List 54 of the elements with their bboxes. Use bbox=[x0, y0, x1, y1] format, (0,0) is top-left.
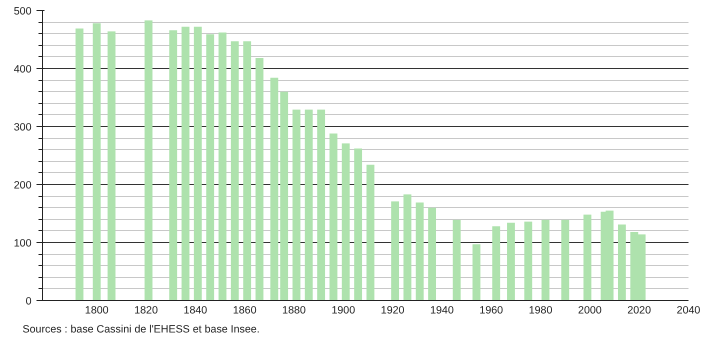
bar bbox=[542, 220, 550, 300]
bar bbox=[304, 110, 313, 300]
y-tick-label: 0 bbox=[26, 296, 32, 308]
x-tick-label: 2040 bbox=[676, 304, 700, 316]
bar bbox=[366, 164, 374, 300]
bar bbox=[108, 31, 116, 300]
bar bbox=[194, 26, 202, 300]
bar bbox=[342, 143, 350, 300]
bar bbox=[507, 222, 515, 300]
x-tick-label: 2000 bbox=[578, 304, 602, 316]
y-tick-label: 500 bbox=[14, 6, 32, 18]
bar bbox=[583, 214, 592, 300]
bar bbox=[330, 133, 338, 300]
bar bbox=[618, 224, 626, 300]
bar bbox=[144, 20, 152, 300]
bar bbox=[76, 28, 84, 300]
x-tick-label: 1860 bbox=[232, 304, 257, 316]
bar bbox=[317, 110, 326, 300]
bar bbox=[270, 78, 278, 300]
bar bbox=[428, 208, 436, 300]
bar bbox=[391, 201, 400, 300]
x-tick-label: 1820 bbox=[134, 304, 158, 316]
x-tick-label: 1980 bbox=[528, 304, 552, 316]
bar bbox=[182, 26, 190, 300]
bar bbox=[243, 41, 252, 300]
bar bbox=[472, 244, 480, 300]
x-tick-label: 1960 bbox=[479, 304, 504, 316]
bar bbox=[354, 148, 362, 300]
x-tick-label: 1800 bbox=[84, 304, 109, 316]
bar bbox=[256, 58, 264, 300]
bar bbox=[169, 30, 178, 300]
y-tick-label: 400 bbox=[14, 64, 32, 76]
bar bbox=[218, 32, 226, 300]
bar bbox=[403, 194, 412, 300]
x-tick-label: 2020 bbox=[627, 304, 652, 316]
y-tick-label: 100 bbox=[14, 238, 32, 250]
x-tick-label: 1880 bbox=[282, 304, 306, 316]
x-tick-label: 1840 bbox=[184, 304, 208, 316]
bar bbox=[416, 202, 424, 300]
x-tick-label: 1940 bbox=[430, 304, 454, 316]
y-tick-label: 200 bbox=[14, 180, 32, 192]
bar bbox=[292, 110, 300, 300]
bar bbox=[280, 92, 288, 300]
x-tick-label: 1900 bbox=[331, 304, 356, 316]
bar bbox=[230, 41, 239, 300]
bar bbox=[524, 222, 532, 300]
y-tick-label: 300 bbox=[14, 122, 32, 134]
bar bbox=[452, 220, 461, 300]
x-tick-label: 1920 bbox=[380, 304, 405, 316]
bar bbox=[492, 226, 500, 300]
source-note: Sources : base Cassini de l'EHESS et base Insee. bbox=[22, 324, 260, 336]
bar bbox=[206, 34, 214, 300]
bar bbox=[561, 220, 570, 300]
bar bbox=[92, 23, 101, 300]
